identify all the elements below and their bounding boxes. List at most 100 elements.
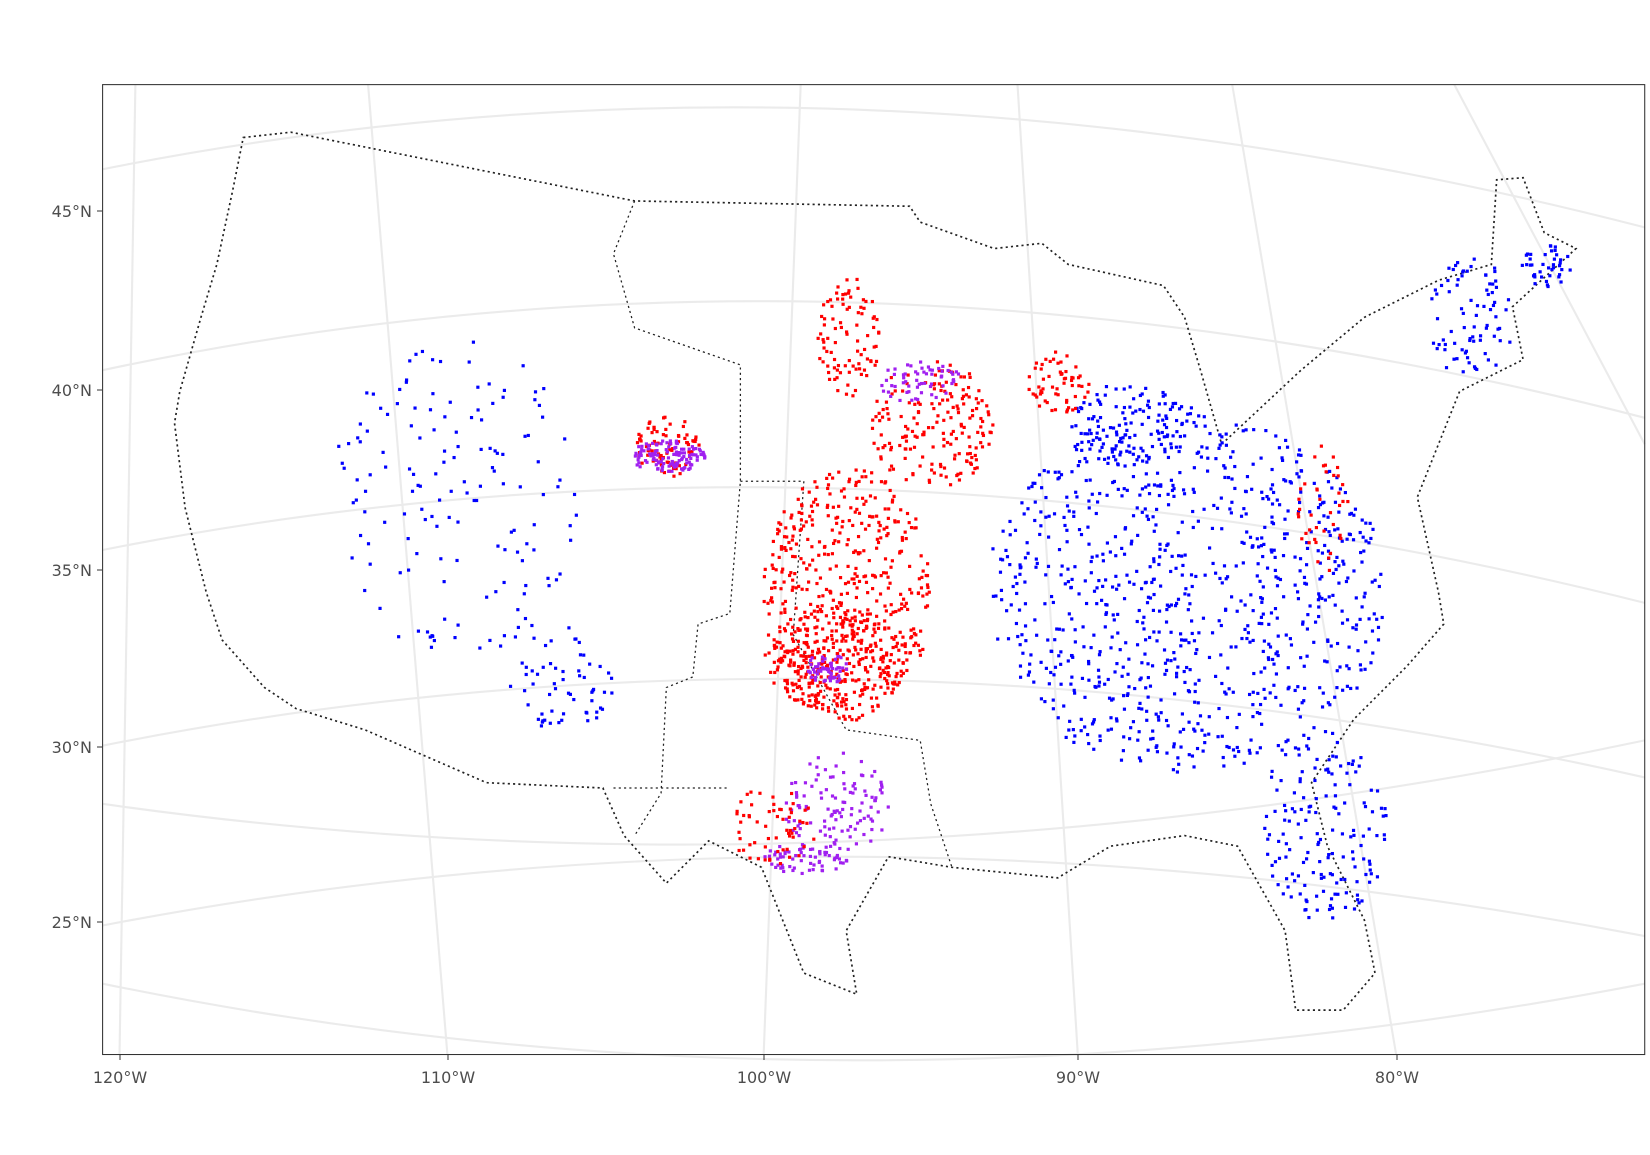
site bbox=[871, 634, 875, 638]
site bbox=[1541, 262, 1545, 267]
site bbox=[1187, 753, 1191, 757]
site bbox=[956, 411, 961, 415]
site bbox=[1159, 584, 1163, 588]
site bbox=[828, 687, 832, 691]
site bbox=[926, 426, 931, 430]
site bbox=[1328, 511, 1333, 515]
site bbox=[778, 641, 782, 645]
site bbox=[844, 639, 848, 643]
site bbox=[1245, 530, 1249, 534]
site bbox=[960, 397, 964, 401]
site bbox=[1486, 292, 1490, 297]
site bbox=[864, 580, 869, 584]
site bbox=[1255, 537, 1259, 541]
site bbox=[456, 520, 460, 524]
site bbox=[834, 516, 838, 520]
site bbox=[1097, 457, 1101, 461]
site bbox=[807, 694, 811, 698]
site bbox=[1055, 387, 1059, 391]
site bbox=[883, 604, 887, 608]
site bbox=[919, 629, 923, 633]
site bbox=[988, 430, 992, 434]
site bbox=[1047, 682, 1051, 686]
site bbox=[1469, 298, 1473, 302]
site bbox=[1282, 478, 1286, 482]
site bbox=[867, 678, 871, 682]
site bbox=[1176, 597, 1181, 601]
site bbox=[420, 507, 424, 511]
site bbox=[413, 406, 417, 410]
site bbox=[863, 527, 868, 531]
site bbox=[1166, 433, 1170, 437]
site bbox=[1089, 431, 1093, 436]
site bbox=[815, 503, 820, 507]
site bbox=[1053, 638, 1057, 642]
site bbox=[831, 775, 835, 779]
site bbox=[1320, 575, 1324, 579]
site bbox=[1357, 764, 1361, 768]
site bbox=[1276, 576, 1280, 580]
site bbox=[1351, 626, 1355, 630]
site bbox=[739, 800, 743, 804]
site bbox=[860, 496, 865, 500]
site bbox=[1269, 775, 1274, 779]
site bbox=[1248, 535, 1253, 539]
site bbox=[1065, 410, 1069, 414]
site bbox=[659, 460, 663, 464]
site bbox=[1224, 432, 1228, 436]
site bbox=[893, 682, 897, 686]
site bbox=[977, 389, 981, 393]
site bbox=[1169, 630, 1173, 634]
site bbox=[1018, 664, 1023, 668]
site bbox=[1493, 269, 1497, 274]
site bbox=[882, 527, 886, 531]
site bbox=[996, 637, 1000, 641]
site bbox=[911, 473, 915, 477]
site bbox=[796, 645, 800, 649]
site bbox=[665, 450, 669, 454]
site bbox=[523, 434, 527, 438]
site bbox=[783, 629, 788, 633]
site bbox=[1031, 392, 1035, 396]
site bbox=[976, 401, 980, 405]
site bbox=[773, 580, 777, 584]
site bbox=[1163, 402, 1167, 406]
site bbox=[1090, 443, 1094, 447]
site bbox=[523, 689, 527, 693]
site bbox=[1241, 429, 1245, 433]
site bbox=[1452, 357, 1456, 361]
site bbox=[841, 668, 845, 673]
site bbox=[919, 554, 923, 558]
site bbox=[520, 661, 524, 665]
site bbox=[1362, 595, 1366, 599]
site bbox=[379, 406, 383, 410]
site bbox=[915, 435, 919, 439]
site bbox=[921, 455, 925, 459]
site bbox=[828, 775, 833, 779]
site bbox=[1163, 672, 1167, 676]
site bbox=[779, 807, 783, 812]
site bbox=[652, 456, 656, 460]
site bbox=[677, 464, 681, 468]
site bbox=[1279, 778, 1283, 783]
site bbox=[1225, 575, 1230, 579]
site bbox=[880, 415, 885, 419]
site bbox=[340, 461, 344, 465]
site bbox=[1224, 577, 1228, 581]
site bbox=[1293, 879, 1297, 883]
site bbox=[1362, 549, 1366, 553]
site bbox=[1302, 796, 1306, 800]
site bbox=[862, 816, 866, 820]
site bbox=[610, 691, 614, 695]
site bbox=[1081, 625, 1085, 629]
site bbox=[689, 456, 693, 460]
site bbox=[1066, 567, 1070, 571]
site bbox=[1273, 860, 1278, 864]
site bbox=[1473, 366, 1477, 370]
site bbox=[810, 518, 814, 522]
site bbox=[1460, 274, 1464, 278]
site bbox=[1025, 541, 1029, 545]
site bbox=[886, 671, 890, 675]
site bbox=[1090, 555, 1094, 559]
site bbox=[840, 525, 844, 529]
